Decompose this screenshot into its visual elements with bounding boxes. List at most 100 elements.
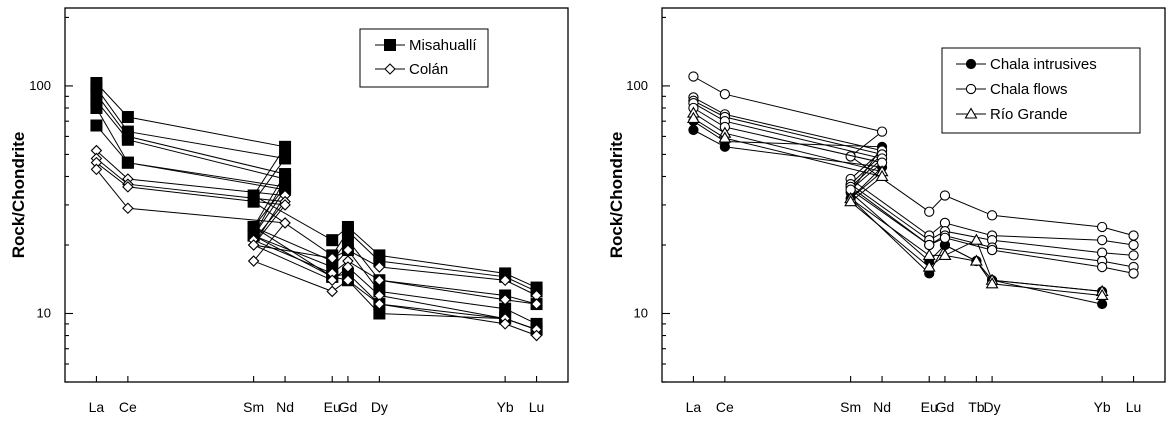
data-point xyxy=(939,190,951,201)
data-point xyxy=(986,210,998,221)
series-misahualli-2 xyxy=(90,81,543,298)
legend-marker xyxy=(964,107,978,119)
data-point xyxy=(688,124,699,136)
x-tick-label-lu: Lu xyxy=(529,399,545,415)
data-point xyxy=(530,329,543,342)
data-point xyxy=(688,71,699,82)
data-point xyxy=(326,274,338,287)
legend-entry-chala-intrusives: Chala intrusives xyxy=(956,56,1097,73)
data-point xyxy=(1096,261,1108,273)
legend-marker xyxy=(384,63,396,75)
data-point xyxy=(122,181,134,193)
data-point xyxy=(1128,250,1139,261)
data-point xyxy=(686,111,700,123)
series-rio-grande-8 xyxy=(686,106,1109,296)
data-point xyxy=(373,274,386,287)
legend-entry-rio-grande: Río Grande xyxy=(956,106,1068,123)
series-chala-intrusives-2 xyxy=(688,116,1108,297)
series-line xyxy=(693,112,1103,292)
y-tick-label: 10 xyxy=(37,305,51,320)
data-point xyxy=(924,206,935,217)
legend-box xyxy=(359,28,489,88)
x-tick-label-yb: Yb xyxy=(1094,399,1111,415)
plot-frame xyxy=(661,7,1166,383)
x-tick-label-eu: Eu xyxy=(921,399,938,415)
series-colan-10 xyxy=(90,163,543,342)
legend-label: Río Grande xyxy=(990,106,1068,123)
series-line xyxy=(693,117,1103,296)
series-line xyxy=(96,125,537,331)
series-colan-7 xyxy=(90,144,543,302)
data-point xyxy=(342,244,354,256)
data-point xyxy=(938,248,952,260)
x-tick-label-dy: Dy xyxy=(371,399,388,415)
series-rio-grande-9 xyxy=(686,111,1109,301)
data-point xyxy=(499,293,511,306)
data-point xyxy=(373,261,386,273)
series-misahualli-3 xyxy=(90,88,543,311)
legend-entry-colan: Colán xyxy=(375,61,448,78)
series-line xyxy=(693,129,1103,305)
data-point xyxy=(342,261,354,273)
data-point xyxy=(1128,268,1139,279)
x-tick-label-sm: Sm xyxy=(840,399,861,415)
x-tick-label-nd: Nd xyxy=(276,399,294,415)
data-point xyxy=(121,111,134,124)
data-point xyxy=(326,252,338,264)
x-tick-label-nd: Nd xyxy=(873,399,891,415)
x-tick-label-la: La xyxy=(686,399,702,415)
data-point xyxy=(1128,239,1139,251)
data-point xyxy=(342,274,354,287)
data-point xyxy=(969,233,983,245)
legend-marker xyxy=(965,83,977,95)
data-point xyxy=(939,232,951,243)
legend: Chala intrusives Chala flows Río Grande xyxy=(941,47,1141,134)
data-point xyxy=(876,126,888,137)
data-point xyxy=(1097,298,1108,310)
data-point xyxy=(844,195,858,207)
data-point xyxy=(121,156,134,169)
data-point xyxy=(986,244,998,256)
data-point xyxy=(326,285,338,298)
y-tick-label: 10 xyxy=(634,305,648,320)
legend-entry-misahualli: Misahuallí xyxy=(375,37,477,54)
data-point xyxy=(875,169,889,182)
series-line xyxy=(96,150,537,296)
series-line xyxy=(693,120,1103,292)
series-line xyxy=(96,82,537,289)
series-misahualli-4 xyxy=(90,94,543,330)
series-line xyxy=(96,168,537,336)
series-colan-9 xyxy=(90,156,543,336)
y-tick-label: 100 xyxy=(626,78,648,93)
x-tick-label-ce: Ce xyxy=(716,399,734,415)
data-point xyxy=(922,260,936,272)
x-tick-label-dy: Dy xyxy=(984,399,1001,415)
x-tick-label-eu: Eu xyxy=(324,399,341,415)
x-tick-label-gd: Gd xyxy=(936,399,955,415)
data-point xyxy=(326,234,339,247)
data-point xyxy=(122,202,134,215)
x-tick-label-la: La xyxy=(89,399,105,415)
data-point xyxy=(1096,221,1108,233)
series-line xyxy=(96,100,537,325)
data-point xyxy=(985,277,999,289)
data-point xyxy=(1096,235,1108,246)
data-point xyxy=(499,318,511,330)
data-point xyxy=(279,140,292,153)
y-axis-label: Rock/Chondrite xyxy=(607,132,626,259)
data-point xyxy=(279,199,291,211)
data-point xyxy=(247,239,260,251)
x-tick-label-gd: Gd xyxy=(339,399,358,415)
data-point xyxy=(279,217,291,229)
legend-marker xyxy=(965,58,977,70)
series-line xyxy=(95,107,537,331)
data-point xyxy=(499,274,511,287)
series-misahualli-6 xyxy=(90,119,543,336)
data-point xyxy=(1128,230,1139,241)
legend-label: Chala flows xyxy=(990,81,1068,98)
legend-marker xyxy=(384,39,396,51)
data-point xyxy=(924,239,935,251)
